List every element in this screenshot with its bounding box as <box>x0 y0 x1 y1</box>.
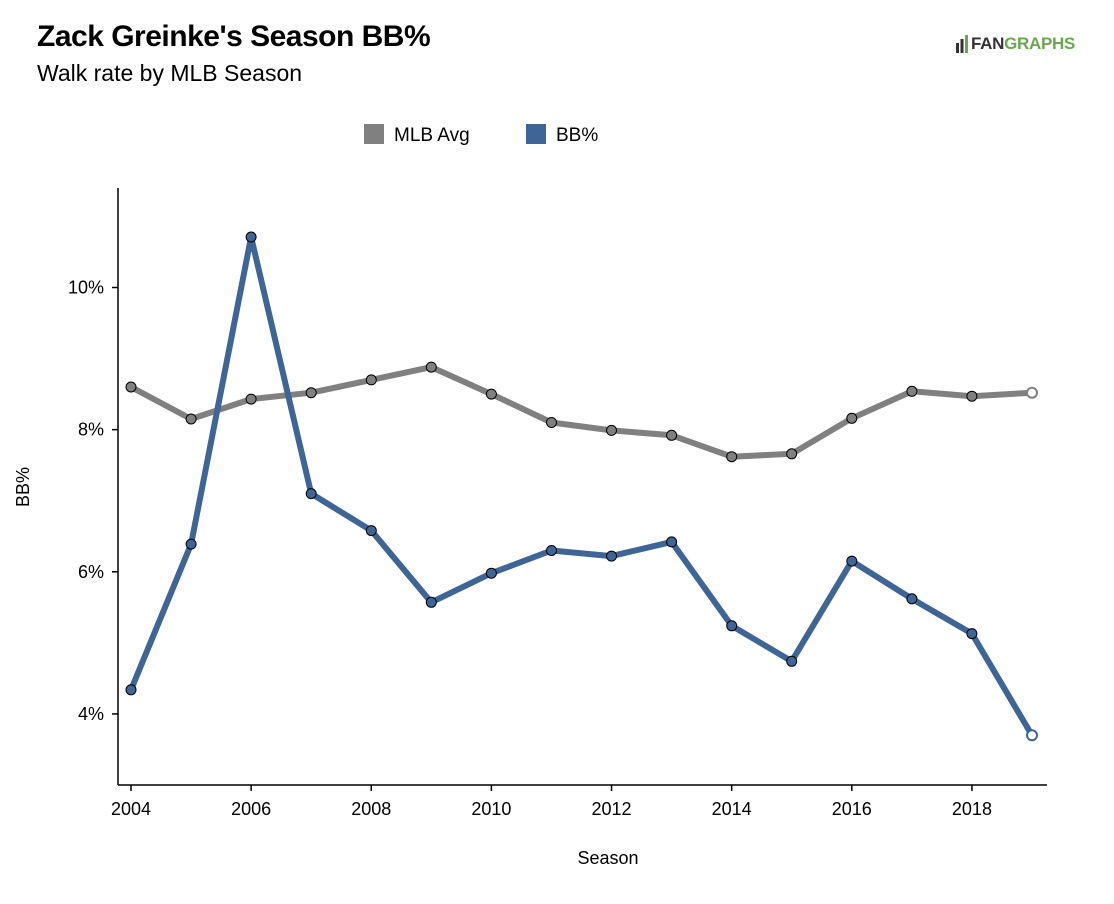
data-point-bb <box>425 596 437 608</box>
series-line-mlb-avg <box>128 364 1035 460</box>
data-point-mlb-avg <box>606 424 617 436</box>
y-tick-label: 8% <box>78 420 104 440</box>
x-tick-label: 2014 <box>712 799 752 819</box>
data-point-mlb-avg <box>365 374 377 386</box>
plot-area <box>125 231 1038 742</box>
data-point-mlb-avg <box>125 381 137 393</box>
data-point-bb <box>906 593 918 605</box>
logo-text-graphs: GRAPHS <box>1004 34 1076 53</box>
data-point-mlb-avg <box>1026 386 1038 399</box>
data-point-mlb-avg <box>425 361 437 373</box>
y-tick-label: 6% <box>78 562 104 582</box>
data-point-bb <box>365 525 377 537</box>
y-tick-label: 4% <box>78 704 104 724</box>
data-point-bb <box>726 620 738 632</box>
data-point-bb <box>305 488 317 500</box>
data-point-mlb-avg <box>726 451 738 463</box>
x-axis-title: Season <box>577 848 638 868</box>
x-tick-label: 2018 <box>952 799 992 819</box>
legend-swatch-mlb-avg <box>364 124 384 144</box>
data-point-bb <box>1026 729 1038 742</box>
data-point-bb <box>185 538 197 550</box>
series-line-bb <box>128 234 1035 739</box>
data-point-bb <box>546 545 557 556</box>
data-point-bb <box>966 628 978 640</box>
x-tick-label: 2004 <box>111 799 151 819</box>
fangraphs-logo-icon <box>956 35 968 53</box>
legend-label-bb: BB% <box>556 125 598 146</box>
y-axis-title: BB% <box>13 467 33 507</box>
data-point-mlb-avg <box>485 388 497 400</box>
legend: MLB Avg BB% <box>364 124 598 146</box>
data-point-bb <box>245 231 257 243</box>
x-tick-label: 2016 <box>832 799 872 819</box>
data-point-mlb-avg <box>786 448 798 460</box>
axes: 4% 6% 8% 10% 2004 2006 2008 2010 2012 2014 2016 201… <box>68 188 1047 819</box>
data-point-bb <box>485 567 497 579</box>
data-point-bb <box>125 684 137 696</box>
x-tick-label: 2006 <box>231 799 271 819</box>
data-point-mlb-avg <box>185 413 197 425</box>
data-point-mlb-avg <box>666 429 678 441</box>
data-point-mlb-avg <box>305 387 317 399</box>
data-point-mlb-avg <box>546 417 557 428</box>
data-point-mlb-avg <box>846 412 858 424</box>
chart-title: Zack Greinke's Season BB% <box>37 20 431 53</box>
data-point-mlb-avg <box>245 393 257 405</box>
x-tick-label: 2012 <box>592 799 632 819</box>
logo-text-fan: FAN <box>971 34 1005 53</box>
y-tick-label: 10% <box>68 278 104 298</box>
data-point-bb <box>606 550 617 562</box>
chart-subtitle: Walk rate by MLB Season <box>37 60 303 86</box>
x-tick-label: 2010 <box>471 799 511 819</box>
data-point-bb <box>846 555 858 567</box>
legend-swatch-bb <box>526 124 546 144</box>
data-point-bb <box>786 655 798 667</box>
data-point-bb <box>666 536 678 548</box>
x-tick-label: 2008 <box>351 799 391 819</box>
legend-label-mlb-avg: MLB Avg <box>394 125 470 146</box>
data-point-mlb-avg <box>906 385 918 397</box>
data-point-mlb-avg <box>966 390 978 402</box>
fangraphs-logo: FAN GRAPHS <box>955 34 1075 54</box>
